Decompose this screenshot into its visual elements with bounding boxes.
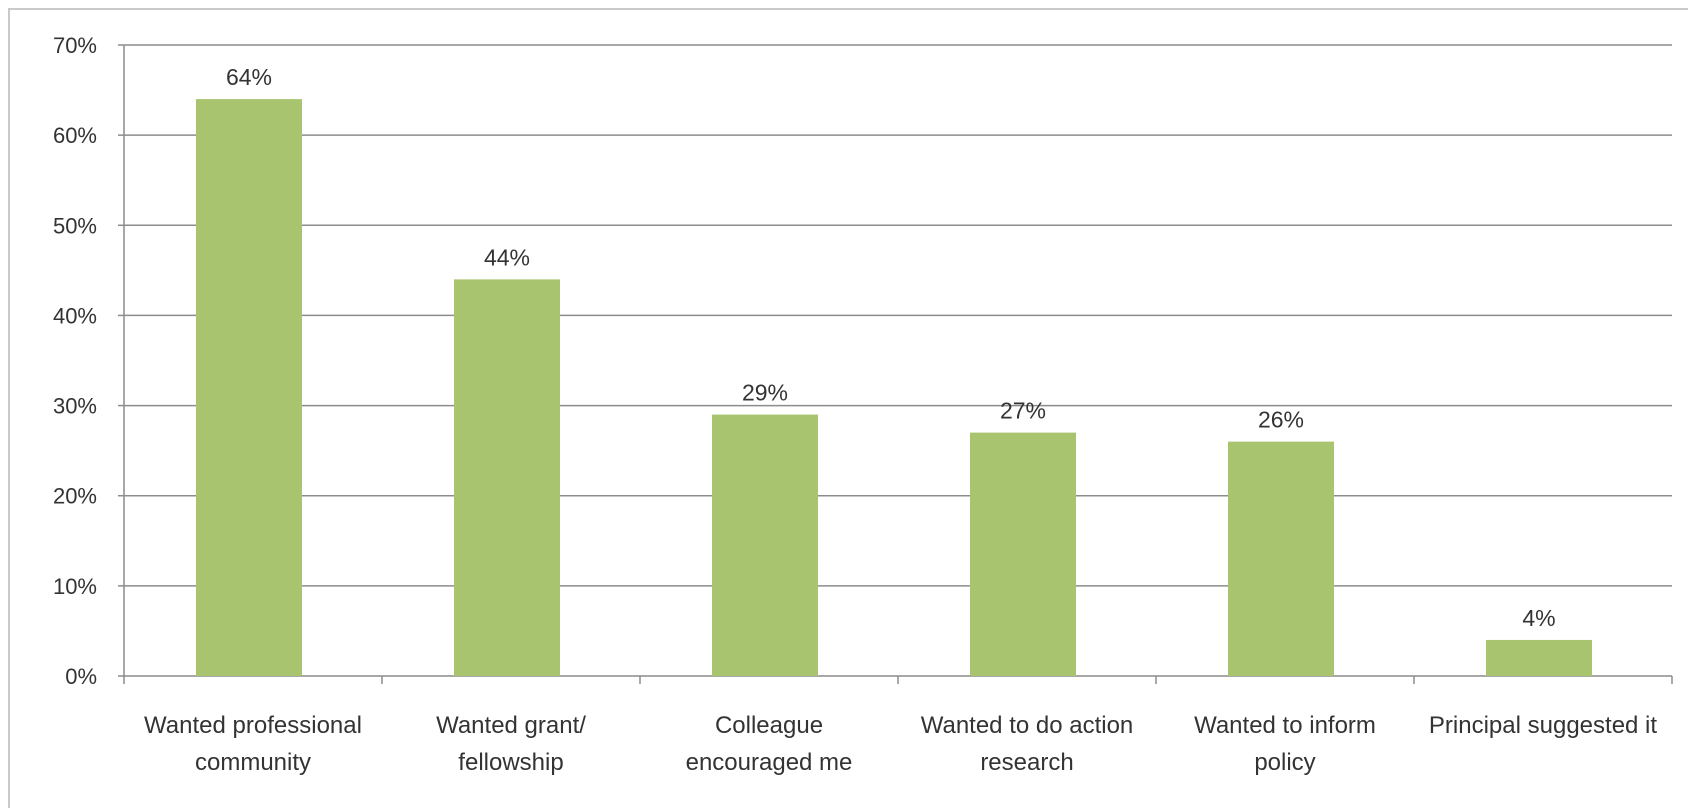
x-category-label: encouraged me	[686, 749, 853, 776]
x-category-label: Principal suggested it	[1429, 712, 1657, 739]
data-label: 27%	[1000, 398, 1046, 424]
y-tick-label: 40%	[53, 303, 97, 328]
data-label: 4%	[1522, 605, 1555, 631]
y-tick-label: 30%	[53, 394, 97, 419]
x-category-label: Wanted to do action	[921, 712, 1134, 739]
data-label: 44%	[484, 244, 530, 270]
x-category-label: Wanted grant/	[436, 712, 586, 739]
x-category-label: Wanted professional	[144, 712, 362, 739]
y-tick-label: 60%	[53, 123, 97, 148]
bar	[454, 279, 560, 676]
y-tick-label: 10%	[53, 574, 97, 599]
data-label: 26%	[1258, 407, 1304, 433]
x-category-label: community	[195, 749, 311, 776]
bar	[712, 414, 818, 676]
x-category-label: Colleague	[715, 712, 823, 739]
data-label: 64%	[226, 64, 272, 90]
bar	[970, 432, 1076, 676]
y-tick-label: 50%	[53, 213, 97, 238]
y-tick-label: 0%	[65, 664, 97, 689]
bar	[1486, 639, 1592, 676]
bar	[1228, 441, 1334, 676]
bar	[196, 99, 302, 677]
x-category-label: policy	[1254, 749, 1315, 776]
y-tick-label: 70%	[53, 33, 97, 58]
y-tick-label: 20%	[53, 484, 97, 509]
x-category-label: research	[980, 749, 1073, 776]
x-category-label: fellowship	[458, 749, 563, 776]
data-label: 29%	[742, 380, 788, 406]
x-category-label: Wanted to inform	[1194, 712, 1376, 739]
